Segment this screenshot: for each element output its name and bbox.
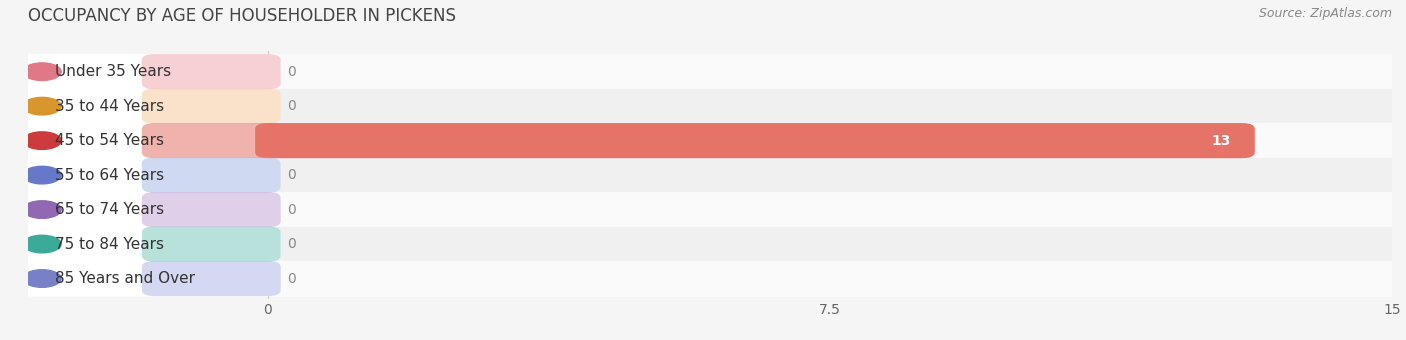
FancyBboxPatch shape [142,123,281,158]
FancyBboxPatch shape [142,89,281,124]
FancyBboxPatch shape [20,89,281,124]
Text: 0: 0 [287,99,295,113]
FancyBboxPatch shape [20,157,281,193]
Text: 45 to 54 Years: 45 to 54 Years [55,133,163,148]
Bar [28,89,1392,123]
Text: Under 35 Years: Under 35 Years [55,64,172,79]
Text: 0: 0 [287,65,295,79]
FancyBboxPatch shape [142,54,281,89]
FancyBboxPatch shape [20,54,281,89]
Bar [28,158,1392,192]
Bar [28,192,1392,227]
FancyBboxPatch shape [254,123,1254,158]
Bar [28,261,1392,296]
Bar [28,123,1392,158]
Text: 55 to 64 Years: 55 to 64 Years [55,168,165,183]
FancyBboxPatch shape [142,226,281,261]
Circle shape [22,235,62,253]
Text: 0: 0 [287,168,295,182]
FancyBboxPatch shape [20,123,281,158]
Circle shape [22,97,62,115]
FancyBboxPatch shape [20,261,281,296]
FancyBboxPatch shape [20,226,281,261]
Text: 35 to 44 Years: 35 to 44 Years [55,99,165,114]
FancyBboxPatch shape [142,261,281,296]
FancyBboxPatch shape [142,157,281,193]
Circle shape [22,270,62,287]
FancyBboxPatch shape [20,192,281,227]
Bar [28,227,1392,261]
Text: 65 to 74 Years: 65 to 74 Years [55,202,165,217]
Circle shape [22,132,62,149]
Text: 0: 0 [287,237,295,251]
Circle shape [22,166,62,184]
Text: 85 Years and Over: 85 Years and Over [55,271,195,286]
Text: 0: 0 [287,203,295,217]
Text: 0: 0 [287,272,295,286]
Circle shape [22,201,62,218]
Text: 13: 13 [1212,134,1230,148]
FancyBboxPatch shape [142,192,281,227]
Bar [28,54,1392,89]
Text: Source: ZipAtlas.com: Source: ZipAtlas.com [1258,7,1392,20]
Circle shape [22,63,62,81]
Text: OCCUPANCY BY AGE OF HOUSEHOLDER IN PICKENS: OCCUPANCY BY AGE OF HOUSEHOLDER IN PICKE… [28,7,456,25]
Text: 75 to 84 Years: 75 to 84 Years [55,237,163,252]
